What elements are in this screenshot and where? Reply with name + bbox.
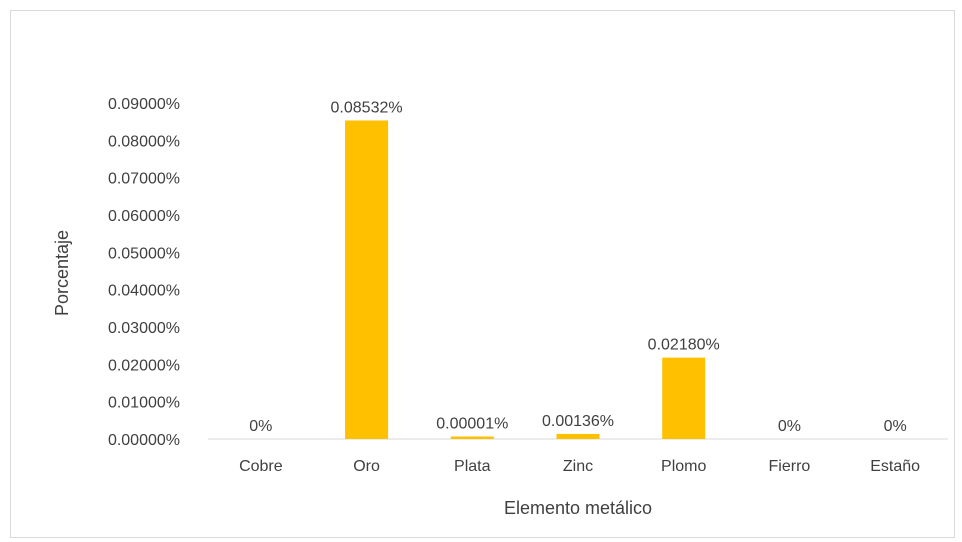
y-tick-label: 0.07000% <box>108 171 180 188</box>
category-label-plomo: Plomo <box>661 458 706 475</box>
bar-zinc <box>556 433 600 439</box>
data-label-plomo: 0.02180% <box>648 337 720 354</box>
y-axis-ticks: 0.00000% 0.01000% 0.02000% 0.03000% 0.04000%… <box>108 96 180 449</box>
data-label-cobre: 0% <box>249 418 272 435</box>
y-tick-label: 0.01000% <box>108 395 180 412</box>
data-label-oro: 0.08532% <box>331 99 403 116</box>
x-axis-title: Elemento metálico <box>504 498 652 518</box>
category-label-plata: Plata <box>454 458 491 475</box>
chart-frame <box>10 10 955 538</box>
category-label-estaño: Estaño <box>870 458 920 475</box>
category-label-fierro: Fierro <box>769 458 811 475</box>
y-tick-label: 0.02000% <box>108 357 180 374</box>
bar-plomo <box>662 357 706 439</box>
y-tick-label: 0.03000% <box>108 320 180 337</box>
data-label-fierro: 0% <box>778 418 801 435</box>
bars <box>345 120 706 440</box>
bar-oro <box>345 120 389 440</box>
data-label-zinc: 0.00136% <box>542 413 614 430</box>
data-labels: 0% 0.08532% 0.00001% 0.00136% 0.02180% 0% 0% <box>249 99 906 435</box>
category-label-cobre: Cobre <box>239 458 283 475</box>
y-tick-label: 0.04000% <box>108 283 180 300</box>
x-axis-categories: Cobre Oro Plata Zinc Plomo Fierro Estaño <box>239 458 920 475</box>
y-tick-label: 0.09000% <box>108 96 180 113</box>
y-tick-label: 0.06000% <box>108 208 180 225</box>
category-label-oro: Oro <box>353 458 380 475</box>
bar-plata <box>450 436 494 439</box>
data-label-plata: 0.00001% <box>436 416 508 433</box>
category-label-zinc: Zinc <box>563 458 593 475</box>
y-tick-label: 0.08000% <box>108 133 180 150</box>
y-tick-label: 0.00000% <box>108 432 180 449</box>
data-label-estaño: 0% <box>884 418 907 435</box>
y-tick-label: 0.05000% <box>108 245 180 262</box>
y-axis-title: Porcentaje <box>52 230 72 316</box>
